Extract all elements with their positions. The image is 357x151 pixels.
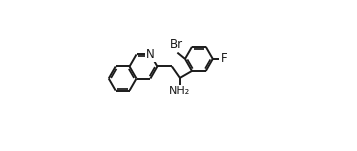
Text: F: F: [221, 52, 228, 65]
Text: NH₂: NH₂: [169, 86, 191, 96]
Text: Br: Br: [170, 39, 183, 51]
Text: N: N: [146, 48, 155, 61]
